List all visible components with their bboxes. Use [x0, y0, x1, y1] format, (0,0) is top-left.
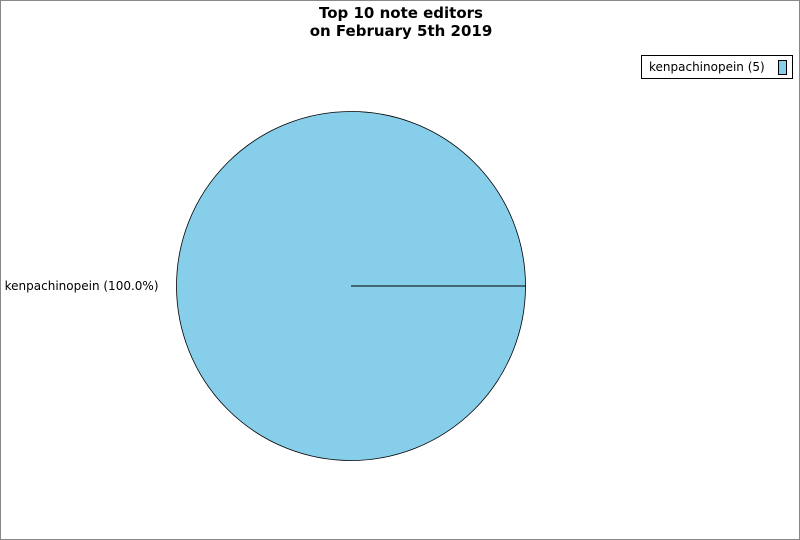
- legend: kenpachinopein (5): [641, 55, 793, 79]
- title-line-2: on February 5th 2019: [309, 22, 493, 40]
- chart-title: Top 10 note editors on February 5th 2019: [1, 4, 799, 40]
- legend-swatch: [778, 60, 787, 75]
- title-line-1: Top 10 note editors: [318, 4, 483, 22]
- slice-label: kenpachinopein (100.0%): [5, 279, 159, 293]
- legend-label: kenpachinopein (5): [649, 60, 765, 74]
